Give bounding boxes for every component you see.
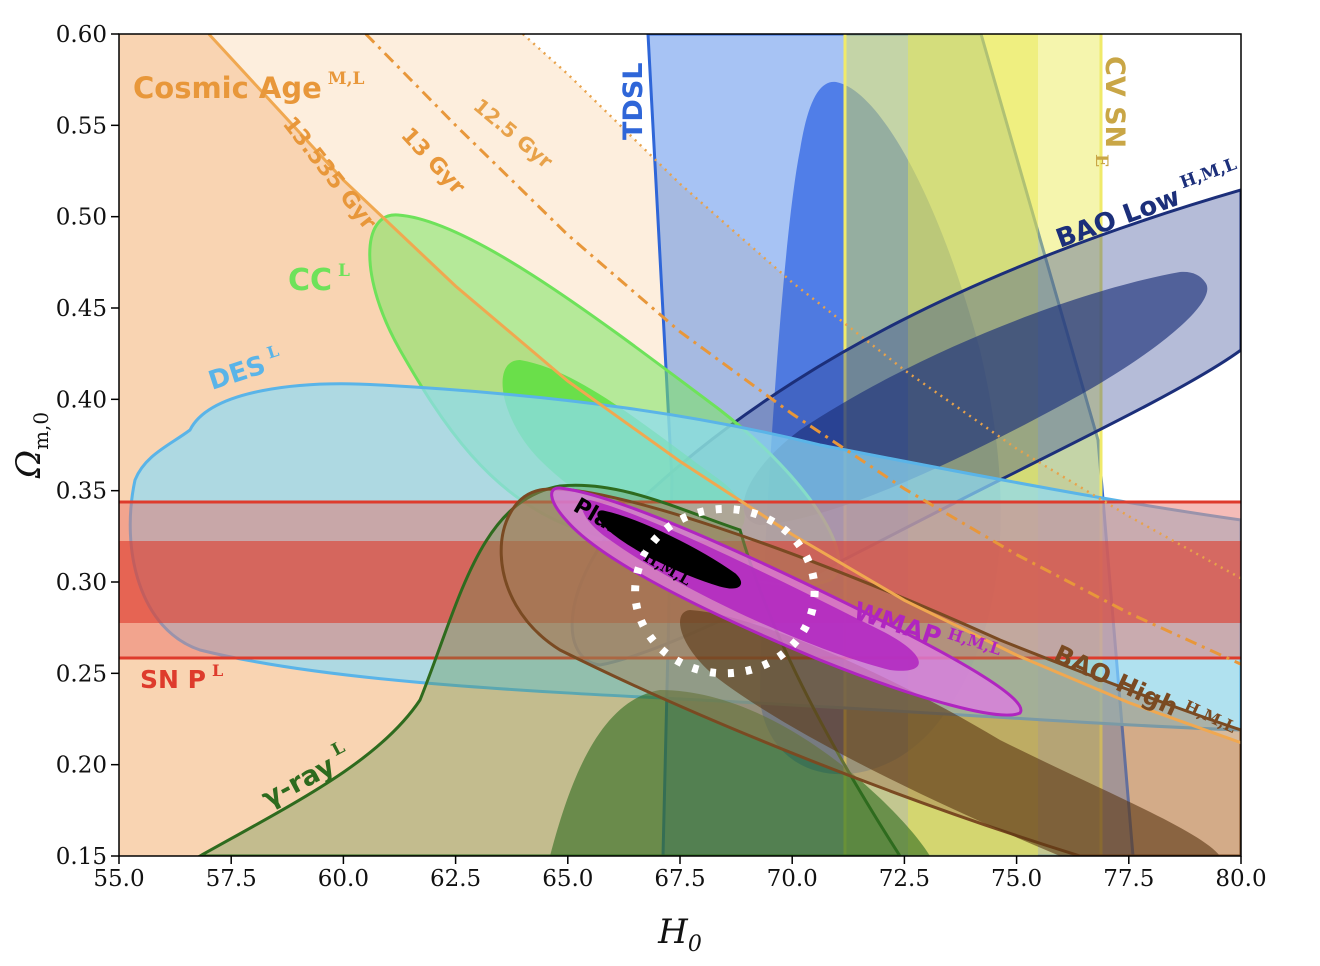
x-tick-label: 75.0: [991, 866, 1042, 892]
y-tick-label: 0.20: [56, 753, 107, 779]
x-tick-label: 60.0: [318, 866, 369, 892]
x-tick-label: 62.5: [430, 866, 481, 892]
gamma-ray-inner-contour: [550, 690, 930, 856]
y-tick-label: 0.45: [56, 296, 107, 322]
y-tick-label: 0.60: [56, 22, 107, 48]
y-tick-label: 0.40: [56, 387, 107, 413]
x-axis-ticks: 55.0 57.5 60.0 62.5 65.0 67.5 70.0 72.5 75.0 77.5…: [93, 856, 1267, 892]
x-tick-label: 67.5: [654, 866, 705, 892]
y-tick-label: 0.15: [56, 844, 107, 870]
y-axis-ticks: 0.15 0.20 0.25 0.30 0.35 0.40 0.45 0.50 0.55 0.60: [56, 22, 119, 870]
age-curve-13-gyr: [364, 34, 1241, 666]
bao-high-inner-contour: [680, 610, 1220, 856]
cosmic-age-label: Cosmic Age M,L: [133, 69, 365, 105]
cc-label: CC L: [288, 261, 350, 298]
x-tick-label: 80.0: [1215, 866, 1266, 892]
x-tick-label: 57.5: [206, 866, 257, 892]
cv-sn-label: CV SNE: [1091, 56, 1130, 167]
x-axis-title: H0: [657, 912, 702, 957]
y-tick-label: 0.25: [56, 661, 107, 687]
plot-area: [119, 34, 1241, 856]
y-tick-label: 0.30: [56, 570, 107, 596]
y-tick-label: 0.55: [56, 113, 107, 139]
y-axis-title: Ωm,0: [9, 412, 53, 479]
x-tick-label: 55.0: [93, 866, 144, 892]
x-tick-label: 72.5: [879, 866, 930, 892]
x-tick-label: 77.5: [1103, 866, 1154, 892]
x-tick-label: 65.0: [542, 866, 593, 892]
planck-contour: [597, 510, 741, 589]
highlight-circle: [631, 504, 819, 678]
x-tick-label: 70.0: [767, 866, 818, 892]
tdsl-label: TDSL: [618, 63, 649, 140]
age-curve-13.535-gyr: [207, 34, 1241, 745]
y-tick-label: 0.50: [56, 205, 107, 231]
y-tick-label: 0.35: [56, 479, 107, 505]
